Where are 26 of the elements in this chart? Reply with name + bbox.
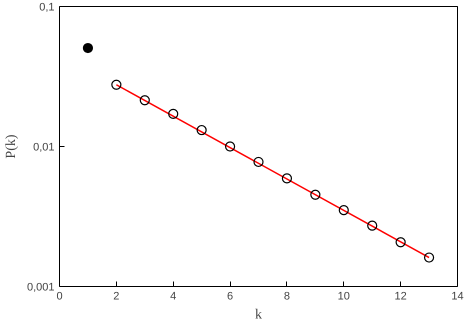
x-tick-label: 14 [451, 290, 464, 302]
point [224, 141, 236, 152]
point [140, 95, 150, 106]
x-tick-label: 0 [56, 290, 63, 302]
point [196, 124, 207, 136]
point [253, 156, 264, 168]
point [396, 237, 406, 248]
point [282, 173, 292, 184]
y-tick-label: 0,1 [39, 2, 55, 14]
point [168, 108, 178, 119]
y-tick-label: 0,01 [33, 142, 55, 154]
x-tick-label: 10 [338, 290, 350, 302]
x-tick-label: 2 [113, 290, 120, 302]
x-tick-label: 4 [170, 290, 176, 302]
point [310, 190, 320, 200]
point [424, 252, 434, 263]
x-tick-label: 12 [394, 290, 407, 302]
x-axis-title: k [255, 308, 262, 322]
point [338, 205, 349, 216]
point [111, 80, 122, 90]
x-tick-label: 8 [284, 290, 290, 302]
point [82, 42, 94, 54]
x-tick-label: 6 [227, 290, 234, 302]
y-tick-label: 0,001 [26, 282, 55, 294]
point [367, 220, 378, 231]
y-axis-title: P(k) [4, 134, 19, 159]
